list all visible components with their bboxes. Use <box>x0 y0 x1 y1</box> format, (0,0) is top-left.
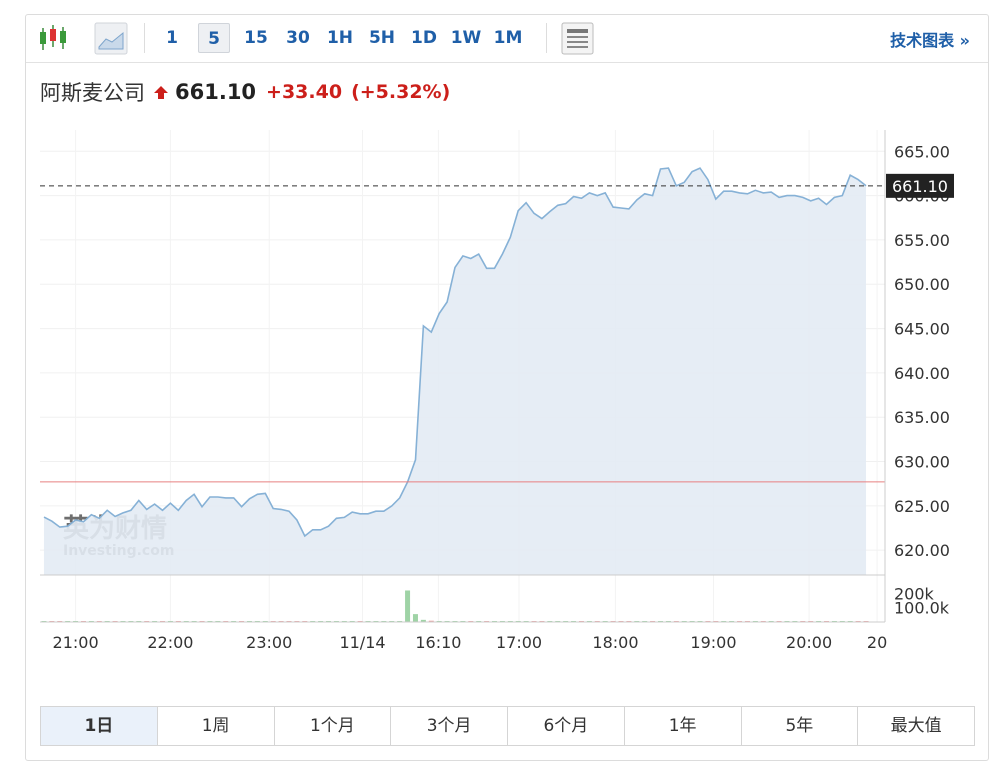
news-icon[interactable] <box>561 22 595 56</box>
x-tick-label: 22:00 <box>147 633 193 652</box>
x-tick-label: 16:10 <box>415 633 461 652</box>
quote-header: 阿斯麦公司 661.10 +33.40 (+5.32%) <box>40 76 450 108</box>
price-line <box>43 167 867 538</box>
y-tick-label: 650.00 <box>894 275 950 294</box>
interval-button[interactable]: 30 <box>286 28 310 48</box>
interval-button[interactable]: 15 <box>244 28 268 48</box>
price-change-percent: (+5.32%) <box>351 81 451 103</box>
chart-type-icons[interactable] <box>26 15 146 62</box>
y-tick-label: 640.00 <box>894 364 950 383</box>
period-button[interactable]: 1个月 <box>273 707 391 745</box>
interval-button[interactable]: 1D <box>411 28 437 48</box>
x-tick-label: 17:00 <box>496 633 542 652</box>
y-tick-label: 665.00 <box>894 142 950 161</box>
period-selector: 1日 1周 1个月 3个月 6个月 1年 5年 最大值 <box>40 706 975 746</box>
interval-button[interactable]: 5 <box>198 23 230 53</box>
x-tick-label: 19:00 <box>690 633 736 652</box>
volume-bar <box>405 590 411 622</box>
volume-tick-label: 200k <box>894 584 935 603</box>
volume-bar <box>420 619 426 622</box>
last-price: 661.10 <box>175 80 257 104</box>
price-area <box>43 168 867 575</box>
period-button[interactable]: 1年 <box>623 707 741 745</box>
y-tick-label: 630.00 <box>894 453 950 472</box>
y-tick-label: 620.00 <box>894 541 950 560</box>
volume-bar <box>428 620 434 622</box>
y-tick-label: 625.00 <box>894 497 950 516</box>
x-tick-label: 20 <box>867 633 887 652</box>
interval-button[interactable]: 1H <box>326 28 354 48</box>
interval-button[interactable]: 5H <box>368 28 396 48</box>
volume-tick-label: 100.0k <box>894 599 950 618</box>
volume-bar <box>412 614 418 622</box>
x-tick-label: 11/14 <box>339 633 385 652</box>
period-button[interactable]: 6个月 <box>507 707 624 745</box>
widget-frame <box>25 14 989 761</box>
period-button[interactable]: 5年 <box>740 707 858 745</box>
period-button[interactable]: 最大值 <box>857 707 974 745</box>
interval-button[interactable]: 1M <box>493 28 523 48</box>
x-tick-label: 23:00 <box>246 633 292 652</box>
period-button[interactable]: 1周 <box>156 707 274 745</box>
instrument-name: 阿斯麦公司 <box>40 81 145 105</box>
last-price-label: 661.10 <box>892 177 948 196</box>
x-tick-label: 21:00 <box>53 633 99 652</box>
chart: 620.00 625.00 630.00 635.00 640.00 645.00 650.… <box>40 130 954 652</box>
up-arrow <box>154 86 168 99</box>
interval-button[interactable]: 1W <box>450 28 482 48</box>
period-button[interactable]: 1日 <box>41 707 157 745</box>
toolbar: 技术图表 » 1 5 15 30 1H 5H 1D 1W 1M <box>26 15 988 63</box>
x-tick-label: 18:00 <box>592 633 638 652</box>
price-change: +33.40 <box>266 81 343 103</box>
x-tick-label: 20:00 <box>786 633 832 652</box>
y-tick-label: 655.00 <box>894 231 950 250</box>
y-tick-label: 645.00 <box>894 320 950 339</box>
interval-button[interactable]: 1 <box>166 28 178 48</box>
y-tick-label: 635.00 <box>894 408 950 427</box>
period-button[interactable]: 3个月 <box>390 707 507 745</box>
last-price-box <box>886 173 954 198</box>
tech-chart-link[interactable]: 技术图表 » <box>890 31 970 50</box>
